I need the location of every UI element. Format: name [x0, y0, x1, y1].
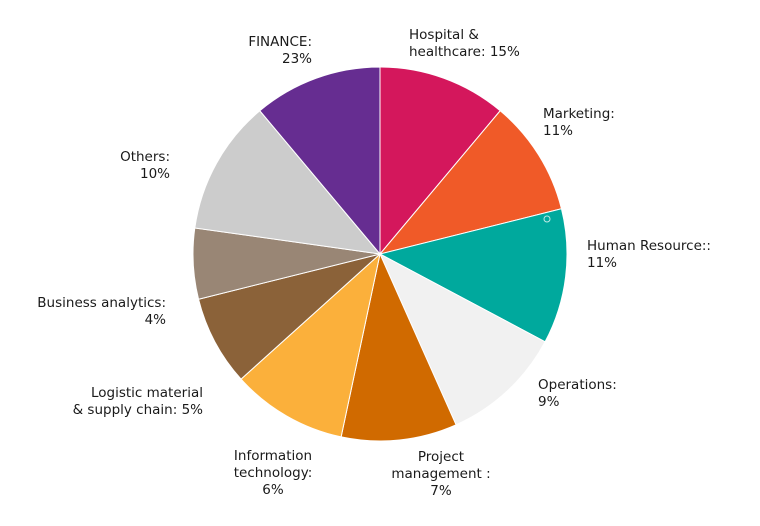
- pie-slice-project-management: [340, 252, 457, 442]
- slice-label-line: management :: [391, 466, 490, 482]
- slice-label-line: 10%: [140, 166, 170, 182]
- slice-label: Others: 10%: [120, 149, 170, 182]
- slice-label-line: Logistic material: [91, 385, 203, 401]
- slice-label-line: Information: [234, 448, 312, 464]
- slice-label-line: technology:: [234, 465, 313, 481]
- slice-label-line: Project: [418, 449, 464, 465]
- slice-label-line: 11%: [543, 123, 573, 139]
- pie-slice-others: [194, 110, 382, 255]
- pie-slice-logistic-material-supply-chain: [197, 253, 381, 380]
- slice-label-line: FINANCE:: [248, 34, 312, 50]
- slice-label-line: Business analytics:: [37, 295, 166, 311]
- slice-label: Business analytics: 4%: [37, 295, 166, 328]
- pie-slice-hospital-healthcare: [379, 66, 501, 256]
- slice-label-line: 6%: [262, 482, 284, 498]
- slice-label: Information technology: 6%: [234, 448, 313, 498]
- marker-dot: [543, 215, 551, 223]
- pie-slice-operations: [378, 252, 546, 426]
- slice-label-line: 9%: [538, 394, 560, 410]
- slice-label-line: Marketing:: [543, 106, 615, 122]
- slice-label-line: Operations:: [538, 377, 617, 393]
- slice-label: Hospital & healthcare: 15%: [409, 27, 520, 60]
- pie-labels: Hospital & healthcare: 15%Marketing: 11%Hu…: [37, 27, 711, 499]
- slice-label: Project management :7%: [391, 449, 490, 499]
- pie-slices: [192, 66, 568, 442]
- slice-label: Marketing: 11%: [543, 106, 615, 139]
- slice-label-line: healthcare: 15%: [409, 44, 520, 60]
- slice-label-line: 23%: [282, 51, 312, 67]
- slice-label: Operations: 9%: [538, 377, 617, 410]
- slice-label-line: Human Resource::: [587, 238, 711, 254]
- pie-slice-finance: [259, 66, 381, 256]
- pie-slice-human-resource: [378, 208, 568, 343]
- slice-label: FINANCE: 23%: [248, 34, 312, 67]
- pie-slice-marketing: [378, 110, 563, 255]
- slice-label: Human Resource:: 11%: [587, 238, 711, 271]
- pie-slice-information-technology: [240, 252, 381, 438]
- slice-label: Logistic material & supply chain: 5%: [73, 385, 204, 418]
- slice-label-line: 4%: [145, 312, 167, 328]
- slice-label-line: Hospital &: [409, 27, 479, 43]
- slice-label-line: 7%: [430, 483, 452, 499]
- slice-label-line: & supply chain: 5%: [73, 402, 204, 418]
- slice-label-line: Others:: [120, 149, 170, 165]
- slice-label-line: 11%: [587, 255, 617, 271]
